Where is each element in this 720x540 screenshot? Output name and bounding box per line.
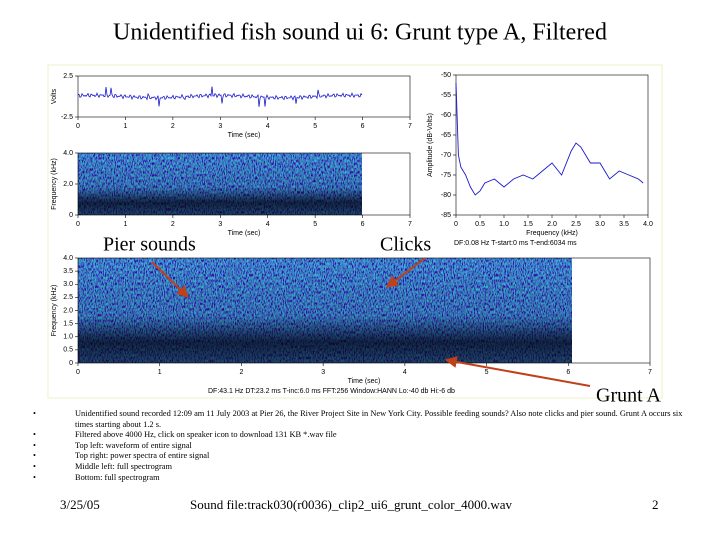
x-tick-label: 7: [648, 369, 652, 376]
y-tick-label: 3.0: [63, 281, 73, 288]
y-tick-label: 0.5: [63, 347, 73, 354]
x-tick-label: 1: [123, 123, 127, 130]
spectrogram-shade: [78, 258, 572, 363]
x-tick-label: 6: [361, 123, 365, 130]
waveform-trace: [77, 86, 363, 107]
x-tick-label: 3: [218, 221, 222, 228]
x-tick-label: 2.0: [547, 221, 557, 228]
x-tick-label: 2.5: [571, 221, 581, 228]
x-tick-label: 0: [76, 369, 80, 376]
x-tick-label: 0: [76, 123, 80, 130]
x-axis-label: Time (sec): [228, 230, 261, 237]
y-tick-label: 2.0: [63, 181, 73, 188]
x-tick-label: 4.0: [643, 221, 653, 228]
y-tick-label: -55: [441, 92, 451, 99]
bullet-list: Unidentified sound recorded 12:09 am 11 …: [30, 409, 690, 483]
y-tick-label: 2.5: [63, 294, 73, 301]
plot-note: DF:0.08 Hz T-start:0 ms T-end:6034 ms: [454, 240, 577, 247]
x-tick-label: 0: [76, 221, 80, 228]
x-axis-label: Frequency (kHz): [526, 230, 578, 237]
footer-file: Sound file:track030(r0036)_clip2_ui6_gru…: [190, 497, 513, 512]
x-axis-label: Time (sec): [228, 132, 261, 139]
x-tick-label: 3.5: [619, 221, 629, 228]
annotation-arrow: [151, 261, 189, 298]
x-tick-label: 2: [171, 221, 175, 228]
y-tick-label: 1.5: [63, 320, 73, 327]
bullet: Middle left: full spectrogram: [30, 462, 690, 473]
y-tick-label: 4.0: [63, 255, 73, 262]
annotation: Pier sounds: [103, 234, 196, 256]
spectrum-line: [455, 82, 644, 196]
x-tick-label: 3: [321, 369, 325, 376]
plot-frame: [77, 75, 411, 118]
bullet: Top right: power spectra of entire signa…: [30, 451, 690, 462]
bullet: Top left: waveform of entire signal: [30, 441, 690, 452]
x-tick-label: 7: [408, 221, 412, 228]
y-tick-label: 3.5: [63, 268, 73, 275]
bullet: Filtered above 4000 Hz, click on speaker…: [30, 430, 690, 441]
spectrogram-shade: [78, 153, 362, 215]
bullet: Bottom: full spectrogram: [30, 473, 690, 484]
x-tick-label: 5: [485, 369, 489, 376]
y-tick-label: 0: [69, 212, 73, 219]
x-tick-label: 3: [218, 123, 222, 130]
bullet: Unidentified sound recorded 12:09 am 11 …: [30, 409, 690, 430]
x-tick-label: 0.5: [475, 221, 485, 228]
x-tick-label: 6: [566, 369, 570, 376]
y-tick-label: 4.0: [63, 150, 73, 157]
x-tick-label: 2: [239, 369, 243, 376]
x-tick-label: 5: [313, 123, 317, 130]
y-axis-label: Frequency (kHz): [51, 158, 58, 210]
x-tick-label: 1.0: [499, 221, 509, 228]
y-axis-label: Volts: [51, 88, 58, 104]
y-tick-label: 1.0: [63, 334, 73, 341]
y-tick-label: -2.5: [61, 114, 73, 121]
annotation: Clicks: [380, 234, 431, 256]
y-axis-label: Amplitude (dB-Volts): [427, 113, 434, 177]
x-tick-label: 0: [454, 221, 458, 228]
y-tick-label: -70: [441, 152, 451, 159]
x-tick-label: 3.0: [595, 221, 605, 228]
y-tick-label: -65: [441, 132, 451, 139]
x-tick-label: 4: [266, 123, 270, 130]
y-tick-label: -75: [441, 172, 451, 179]
footer-page: 2: [652, 497, 659, 512]
x-tick-label: 1.5: [523, 221, 533, 228]
x-tick-label: 2: [171, 123, 175, 130]
x-tick-label: 4: [403, 369, 407, 376]
x-tick-label: 7: [408, 123, 412, 130]
annotation-arrow: [386, 257, 426, 288]
y-tick-label: 2.0: [63, 307, 73, 314]
y-tick-label: 2.5: [63, 73, 73, 80]
y-tick-label: -60: [441, 112, 451, 119]
y-tick-label: -80: [441, 192, 451, 199]
annotation: Grunt A: [596, 385, 662, 407]
x-tick-label: 4: [266, 221, 270, 228]
x-tick-label: 1: [123, 221, 127, 228]
y-tick-label: -85: [441, 212, 451, 219]
x-tick-label: 6: [361, 221, 365, 228]
y-tick-label: -50: [441, 72, 451, 79]
x-tick-label: 5: [313, 221, 317, 228]
y-tick-label: 0: [69, 360, 73, 367]
footer-date: 3/25/05: [60, 497, 100, 512]
y-axis-label: Frequency (kHz): [51, 285, 58, 337]
annotation-arrow: [444, 356, 591, 387]
plot-note: DF:43.1 Hz DT:23.2 ms T-inc:6.0 ms FFT:2…: [208, 388, 455, 395]
x-axis-label: Time (sec): [348, 378, 381, 385]
slide-title: Unidentified fish sound ui 6: Grunt type…: [113, 20, 607, 46]
x-tick-label: 1: [158, 369, 162, 376]
